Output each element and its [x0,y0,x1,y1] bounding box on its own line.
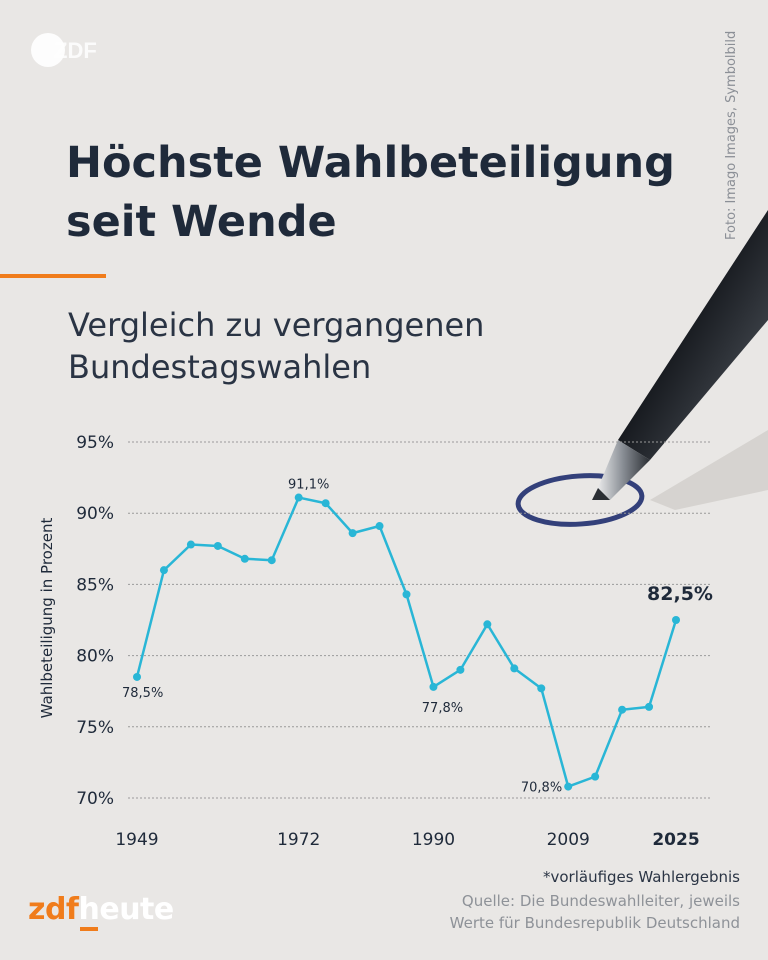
data-point-2017 [618,705,627,714]
data-point-1953 [159,566,168,575]
y-tick-label-70: 70% [76,789,114,809]
brand-zdf: zdf [28,892,79,927]
y-tick-label-95: 95% [76,433,114,453]
page-title: Höchste Wahlbeteiligung seit Wende [66,134,716,252]
data-label-2025: 82,5% [647,583,713,605]
data-point-1972 [294,493,303,502]
data-point-1969 [267,556,276,565]
pen-point [592,488,610,500]
turnout-line-chart: 95%90%85%80%75%70% 1949 1972 1990 2009 2025 … [38,433,713,850]
pen-tip [595,440,650,500]
data-label-1949: 78,5% [122,686,163,701]
data-point-2002 [510,664,519,673]
data-point-1980 [348,529,357,538]
data-point-1994 [456,665,465,674]
subtitle-line-2: Bundestagswahlen [68,348,372,386]
data-points [133,493,680,791]
title-line-2: seit Wende [66,197,337,247]
page-subtitle: Vergleich zu vergangenen Bundestagswahle… [68,304,628,388]
data-point-1987 [402,590,411,599]
data-point-1965 [240,554,249,563]
brand-heute: heute [78,892,175,927]
data-point-1976 [321,499,330,508]
zdfheute-logo: zdfheute [28,892,174,928]
data-label-1990: 77,8% [422,701,463,716]
data-point-2025 [672,616,680,624]
pen-shadow [650,430,768,510]
x-tick-label-1972: 1972 [277,830,320,850]
data-point-2021 [645,702,654,711]
data-label-1972: 91,1% [288,478,329,493]
pen-body [618,210,768,460]
y-axis-label: Wahlbeteiligung in Prozent [38,518,56,719]
zdf-logo: ZDF [31,33,97,67]
accent-line [0,274,106,278]
y-tick-label-80: 80% [76,647,114,667]
subtitle-line-1: Vergleich zu vergangenen [68,306,485,344]
series-line-wahlbeteiligung [135,496,678,788]
data-label-2009: 70,8% [521,781,562,796]
ballot-circle [515,473,645,527]
data-point-1983 [375,522,384,531]
data-point-1961 [213,541,222,550]
data-point-1990 [429,682,438,691]
title-line-1: Höchste Wahlbeteiligung [66,138,675,188]
pen-illustration [515,210,768,527]
y-tick-labels: 95% 90% 85% 80% 75% 70% [76,433,114,809]
data-point-1957 [186,540,195,549]
x-tick-label-2009: 2009 [547,830,590,850]
data-labels: 78,5% 91,1% 77,8% 70,8% 82,5% [122,478,713,796]
x-tick-label-1949: 1949 [115,830,158,850]
x-tick-labels: 1949 1972 1990 2009 2025 [115,830,699,850]
data-point-2013 [591,772,600,781]
y-tick-label-85: 85% [76,575,114,595]
x-tick-label-2025: 2025 [652,830,699,850]
source-line-1: Quelle: Die Bundeswahlleiter, jeweils [461,892,740,910]
source-note: Quelle: Die Bundeswahlleiter, jeweils We… [450,890,740,934]
footnote: *vorläufiges Wahlergebnis [543,868,740,886]
grid-layer [128,441,712,799]
data-point-1949 [133,672,141,681]
data-point-2009 [564,782,573,791]
x-tick-label-1990: 1990 [412,830,455,850]
source-line-2: Werte für Bundesrepublik Deutschland [449,914,740,932]
data-point-2005 [537,684,546,693]
y-tick-label-75: 75% [76,718,114,738]
data-point-1998 [483,620,492,629]
y-tick-label-90: 90% [76,504,114,524]
zdf-logo-text: ZDF [54,38,97,63]
